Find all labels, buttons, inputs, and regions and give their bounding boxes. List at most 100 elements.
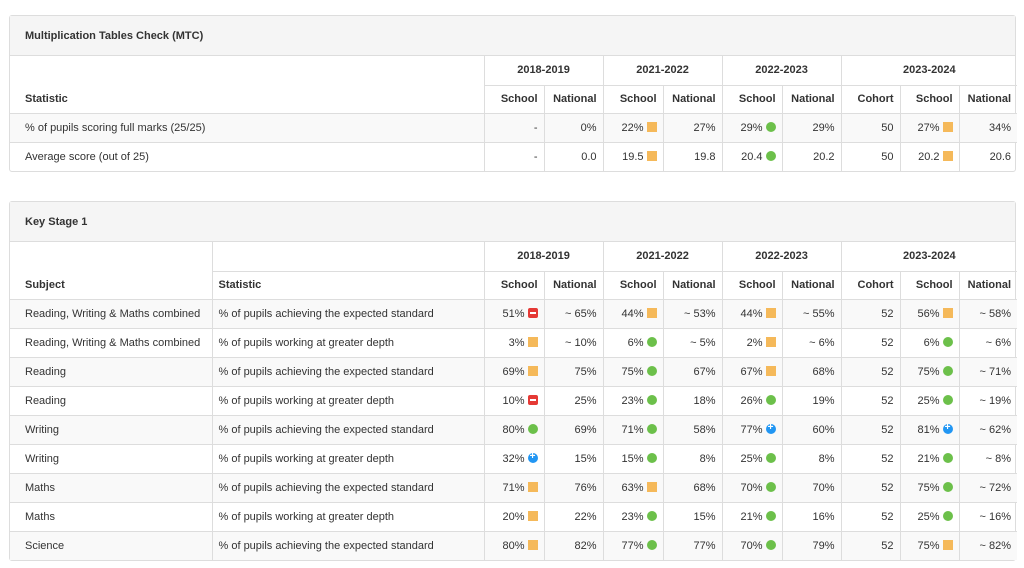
year-header: 2023-2024 xyxy=(840,56,1018,85)
national-cell: ~ 71% xyxy=(958,356,1018,386)
green-circle-icon xyxy=(942,452,953,463)
school-cell: 22% xyxy=(602,112,664,142)
national-cell: ~ 6% xyxy=(781,327,842,357)
national-cell: ~ 82% xyxy=(958,530,1018,560)
school-cell: 20% xyxy=(483,501,544,531)
national-cell: 22% xyxy=(543,501,604,531)
table-row: Writing% of pupils working at greater de… xyxy=(10,443,1018,473)
statistic-cell: Average score (out of 25) xyxy=(10,141,484,171)
subject-cell: Reading, Writing & Maths combined xyxy=(10,298,212,328)
national-column-header: National xyxy=(662,84,723,113)
green-circle-icon xyxy=(646,365,657,376)
cohort-cell: 52 xyxy=(840,501,901,531)
table-row: Reading, Writing & Maths combined% of pu… xyxy=(10,327,1018,357)
mtc-panel-title: Multiplication Tables Check (MTC) xyxy=(10,16,1015,56)
school-cell: 25% xyxy=(721,443,783,473)
green-circle-icon xyxy=(765,121,776,132)
national-cell: 60% xyxy=(781,414,842,444)
school-cell: 44% xyxy=(602,298,664,328)
green-circle-icon xyxy=(942,365,953,376)
year-header: 2022-2023 xyxy=(721,242,842,271)
school-cell: 21% xyxy=(721,501,783,531)
school-cell: 75% xyxy=(899,530,960,560)
school-cell: 2% xyxy=(721,327,783,357)
school-cell: 77% xyxy=(602,530,664,560)
amber-square-icon xyxy=(646,307,657,318)
national-cell: 8% xyxy=(781,443,842,473)
green-circle-icon xyxy=(765,394,776,405)
national-column-header: National xyxy=(543,270,604,299)
school-cell: 71% xyxy=(483,472,544,502)
amber-square-icon xyxy=(646,481,657,492)
school-cell: - xyxy=(483,141,544,171)
table-row: Reading% of pupils achieving the expecte… xyxy=(10,356,1018,386)
cohort-column-header: Cohort xyxy=(840,270,901,299)
national-cell: ~ 65% xyxy=(543,298,604,328)
national-cell: 15% xyxy=(662,501,723,531)
national-cell: 15% xyxy=(543,443,604,473)
school-column-header: School xyxy=(899,84,960,113)
amber-square-icon xyxy=(527,481,538,492)
green-circle-icon xyxy=(765,510,776,521)
national-cell: ~ 10% xyxy=(543,327,604,357)
green-circle-icon xyxy=(942,481,953,492)
school-cell: 75% xyxy=(899,356,960,386)
blank-header xyxy=(211,242,484,271)
ks1-table: 2018-2019 2021-2022 2022-2023 2023-2024 … xyxy=(10,242,1018,560)
school-column-header: School xyxy=(899,270,960,299)
blue-plus-circle-icon xyxy=(942,422,953,434)
national-cell: 25% xyxy=(543,385,604,415)
ks1-panel: Key Stage 1 2018-2019 2021-2022 2022-202… xyxy=(9,201,1018,561)
statistic-cell: % of pupils working at greater depth xyxy=(211,385,484,415)
table-row: Reading, Writing & Maths combined% of pu… xyxy=(10,298,1018,328)
national-cell: ~ 5% xyxy=(662,327,723,357)
school-cell: 20.2 xyxy=(899,141,960,171)
cohort-column-header: Cohort xyxy=(840,84,901,113)
school-cell: 25% xyxy=(899,385,960,415)
national-cell: 0% xyxy=(543,112,604,142)
national-column-header: National xyxy=(662,270,723,299)
school-cell: 25% xyxy=(899,501,960,531)
national-cell: 68% xyxy=(781,356,842,386)
national-cell: ~ 16% xyxy=(958,501,1018,531)
national-cell: 19% xyxy=(781,385,842,415)
national-cell: 82% xyxy=(543,530,604,560)
national-cell: 79% xyxy=(781,530,842,560)
green-circle-icon xyxy=(646,394,657,405)
school-cell: 29% xyxy=(721,112,783,142)
school-column-header: School xyxy=(483,270,544,299)
green-circle-icon xyxy=(646,510,657,521)
year-header: 2018-2019 xyxy=(483,242,604,271)
national-column-header: National xyxy=(958,84,1018,113)
school-cell: 27% xyxy=(899,112,960,142)
cohort-cell: 52 xyxy=(840,414,901,444)
national-cell: 75% xyxy=(543,356,604,386)
cohort-cell: 52 xyxy=(840,298,901,328)
school-column-header: School xyxy=(602,84,664,113)
statistic-cell: % of pupils working at greater depth xyxy=(211,501,484,531)
national-cell: 76% xyxy=(543,472,604,502)
school-cell: 23% xyxy=(602,385,664,415)
statistic-cell: % of pupils achieving the expected stand… xyxy=(211,414,484,444)
school-cell: 67% xyxy=(721,356,783,386)
year-header: 2018-2019 xyxy=(483,56,604,85)
table-row: Maths% of pupils achieving the expected … xyxy=(10,472,1018,502)
national-cell: ~ 19% xyxy=(958,385,1018,415)
table-row: Average score (out of 25) - 0.0 19.5 19.… xyxy=(10,141,1018,171)
school-cell: 6% xyxy=(602,327,664,357)
cohort-cell: 52 xyxy=(840,385,901,415)
green-circle-icon xyxy=(646,539,657,550)
school-cell: 75% xyxy=(899,472,960,502)
amber-square-icon xyxy=(646,150,657,161)
amber-square-icon xyxy=(765,365,776,376)
national-cell: 58% xyxy=(662,414,723,444)
national-cell: 69% xyxy=(543,414,604,444)
national-cell: 70% xyxy=(781,472,842,502)
table-row: Maths% of pupils working at greater dept… xyxy=(10,501,1018,531)
school-cell: 80% xyxy=(483,414,544,444)
national-cell: ~ 55% xyxy=(781,298,842,328)
green-circle-icon xyxy=(942,394,953,405)
national-cell: 16% xyxy=(781,501,842,531)
amber-square-icon xyxy=(942,307,953,318)
amber-square-icon xyxy=(942,539,953,550)
